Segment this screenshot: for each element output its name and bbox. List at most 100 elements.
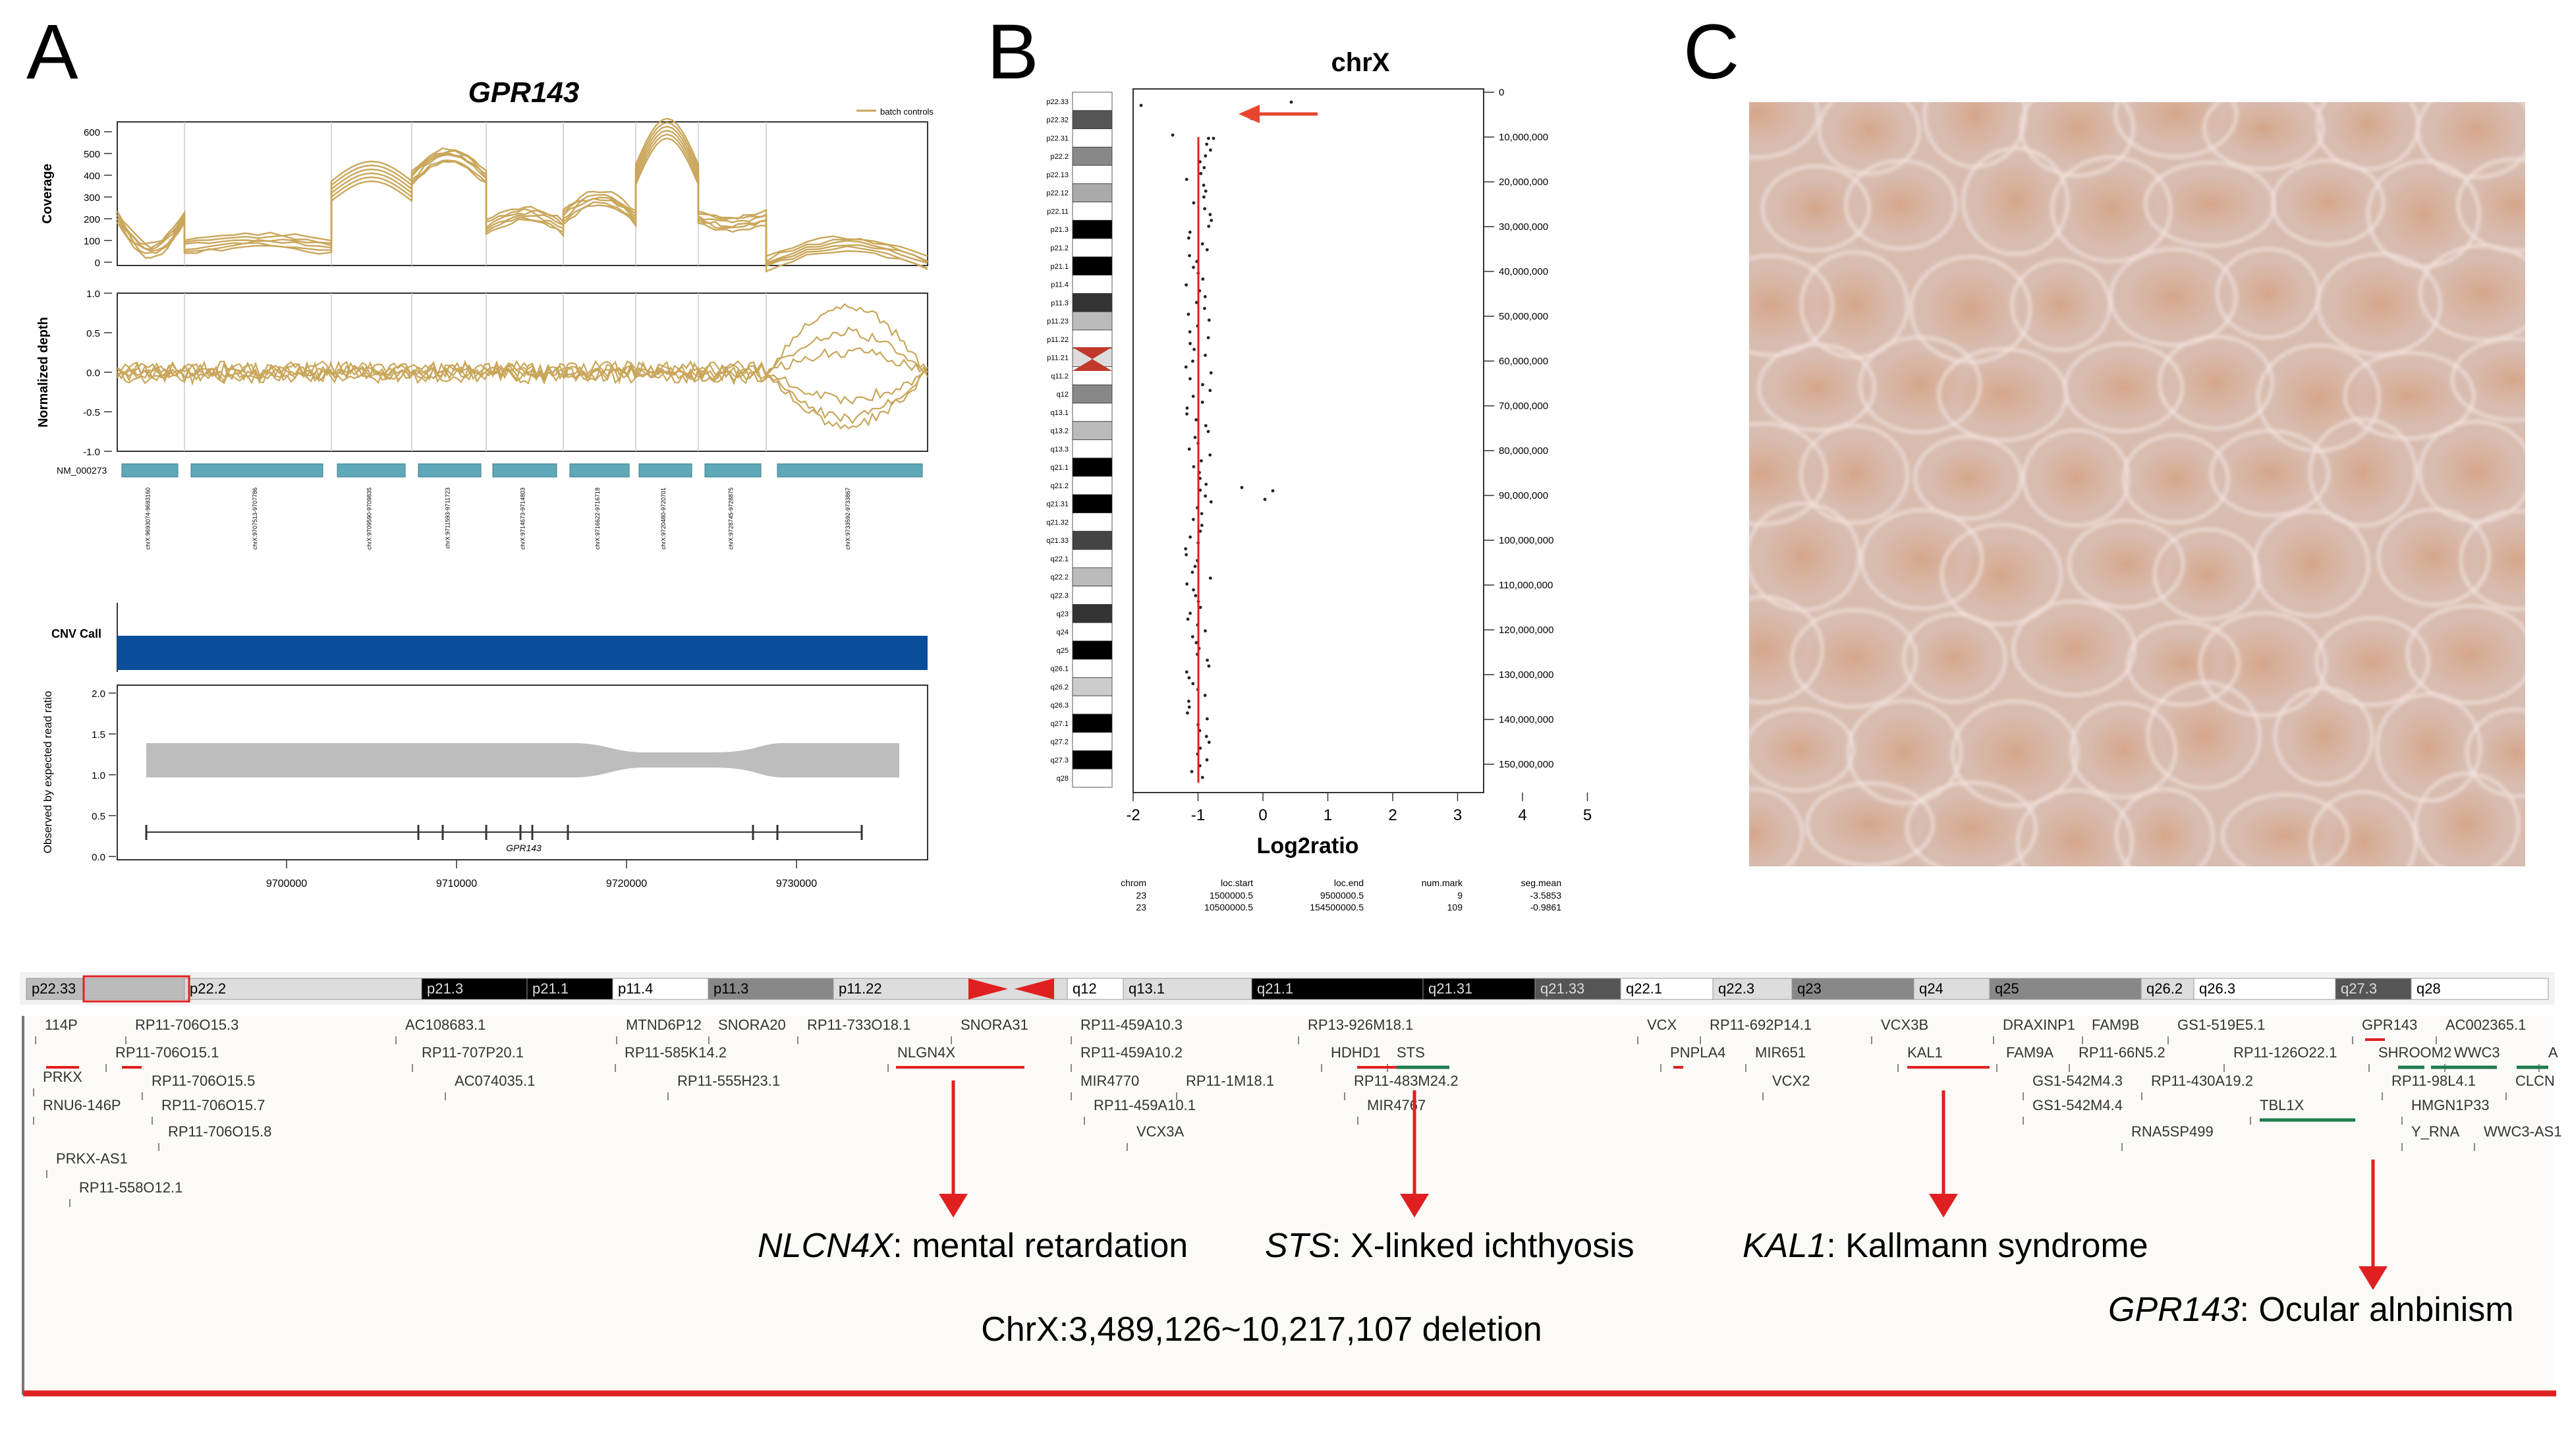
- band-label: q21.33: [1046, 537, 1069, 545]
- band-label: p11.21: [1047, 354, 1069, 362]
- seg-table-header: num.mark: [1422, 878, 1463, 888]
- data-point: [1194, 641, 1198, 644]
- band-label: p11.3: [1051, 299, 1069, 307]
- gene-label: RP11-66N5.2: [2079, 1044, 2165, 1061]
- gene-label: MIR4767: [1367, 1097, 1426, 1113]
- gene-label: VCX3B: [1881, 1017, 1928, 1033]
- ideogram-band: [1072, 750, 1113, 770]
- data-point: [1198, 488, 1202, 492]
- gene-label: HMGN1P33: [2411, 1097, 2490, 1113]
- band-label: p22.32: [1046, 117, 1069, 125]
- ideogram-band-label: p22.2: [190, 980, 226, 997]
- data-point: [1194, 594, 1198, 598]
- data-point: [1202, 183, 1206, 187]
- band-label: p11.22: [1047, 336, 1069, 344]
- data-point: [1190, 571, 1194, 574]
- ideogram-segment: [2411, 978, 2549, 1000]
- gene-label: VCX2: [1772, 1073, 1810, 1089]
- position-tick-label: 80,000,000: [1499, 445, 1548, 457]
- ideogram-band: [1072, 549, 1113, 569]
- gene-label: SHROOM2: [2378, 1044, 2451, 1061]
- band-label: p22.11: [1047, 208, 1069, 215]
- exon-block: [569, 463, 630, 478]
- data-point: [1188, 611, 1192, 615]
- disease-annotation: NLCN4X: mental retardation: [758, 1227, 1188, 1265]
- band-label: q13.2: [1050, 428, 1069, 435]
- ideogram-band-label: q12: [1073, 980, 1097, 997]
- data-point: [1185, 553, 1188, 557]
- cnv-call-label: CNV Call: [51, 627, 101, 640]
- normdepth-trace: [117, 303, 928, 385]
- ideogram-band: [1072, 329, 1113, 349]
- ideogram-band: [1072, 293, 1113, 312]
- gene-label: RP11-126O22.1: [2233, 1044, 2337, 1061]
- ideogram-band: [1072, 476, 1113, 495]
- position-tick-label: 70,000,000: [1499, 401, 1548, 412]
- log2ratio-tick-label: 1: [1324, 806, 1332, 824]
- data-point: [1188, 231, 1192, 234]
- data-point: [1203, 294, 1207, 298]
- log2ratio-tick-label: 4: [1518, 806, 1526, 824]
- disease-annotation: KAL1: Kallmann syndrome: [1743, 1227, 2148, 1265]
- data-point: [1184, 547, 1188, 551]
- position-tick-label: 50,000,000: [1499, 311, 1548, 322]
- data-point: [1191, 359, 1194, 363]
- data-point: [1187, 236, 1190, 240]
- data-point: [1171, 133, 1175, 137]
- normdepth-tick-label: 1.0: [86, 289, 100, 300]
- ideogram-band-label: p11.4: [618, 980, 653, 997]
- gene-label: RP11-706O15.5: [152, 1073, 255, 1089]
- ideogram-band: [1072, 457, 1113, 477]
- gene-label: RP11-706O15.7: [161, 1097, 265, 1113]
- position-tick-label: 100,000,000: [1499, 535, 1553, 546]
- data-point: [1190, 770, 1194, 773]
- exon-coordinate-label: chrX:9693074-9693160: [145, 488, 152, 549]
- ideogram-segment: [1791, 978, 1914, 1000]
- data-point: [1204, 494, 1207, 498]
- gene-label: Y_RNA: [2411, 1123, 2460, 1140]
- position-tick-label: 150,000,000: [1499, 759, 1553, 770]
- data-point: [1289, 100, 1293, 104]
- ideogram-band: [1072, 695, 1113, 715]
- data-point: [1206, 717, 1209, 721]
- data-point: [1203, 694, 1207, 697]
- gene-model-label: GPR143: [506, 843, 542, 853]
- data-point: [1205, 142, 1209, 146]
- data-point: [1210, 219, 1214, 222]
- position-tick-label: 120,000,000: [1499, 625, 1553, 636]
- data-point: [1202, 166, 1206, 169]
- panel-a-figure: GPR143 batch controls Coverage 600 500 400…: [36, 76, 934, 889]
- data-point: [1185, 412, 1188, 416]
- gene-label: KAL1: [1907, 1044, 1943, 1061]
- band-label: q22.3: [1050, 592, 1069, 600]
- seg-table-cell: 23: [1136, 902, 1146, 912]
- log2ratio-tick-label: 0: [1258, 806, 1267, 824]
- gene-label: SNORA31: [961, 1017, 1028, 1033]
- band-label: p21.2: [1050, 244, 1069, 252]
- legend-batch-controls: batch controls: [880, 107, 934, 117]
- coverage-trace: [117, 133, 928, 269]
- data-point: [1190, 635, 1194, 638]
- data-point: [1208, 213, 1212, 217]
- panel-a-xtick-label: 9730000: [776, 878, 817, 889]
- exon-coordinate-label: chrX:9707513-9707786: [252, 488, 258, 549]
- ideogram-segment: [1251, 978, 1424, 1000]
- ideogram-band: [1072, 384, 1113, 404]
- ideogram-segment: [2193, 978, 2336, 1000]
- ideogram-band: [1072, 146, 1113, 166]
- ideogram-segment: [1913, 978, 1990, 1000]
- ideogram-segment: [1534, 978, 1621, 1000]
- data-point: [1192, 266, 1195, 269]
- position-tick-label: 60,000,000: [1499, 356, 1548, 367]
- ideogram-band: [1072, 768, 1113, 788]
- coverage-tick-label: 200: [84, 214, 100, 225]
- seg-table-cell: -3.5853: [1530, 890, 1562, 901]
- ideogram-segment: [184, 978, 422, 1000]
- exon-block: [190, 463, 323, 478]
- data-point: [1201, 277, 1205, 281]
- ideogram-segment: [2335, 978, 2412, 1000]
- band-label: q13.1: [1050, 409, 1069, 417]
- gene-label: SNORA20: [718, 1017, 786, 1033]
- data-point: [1188, 330, 1192, 334]
- ratio-tick-label: 0.0: [92, 852, 105, 863]
